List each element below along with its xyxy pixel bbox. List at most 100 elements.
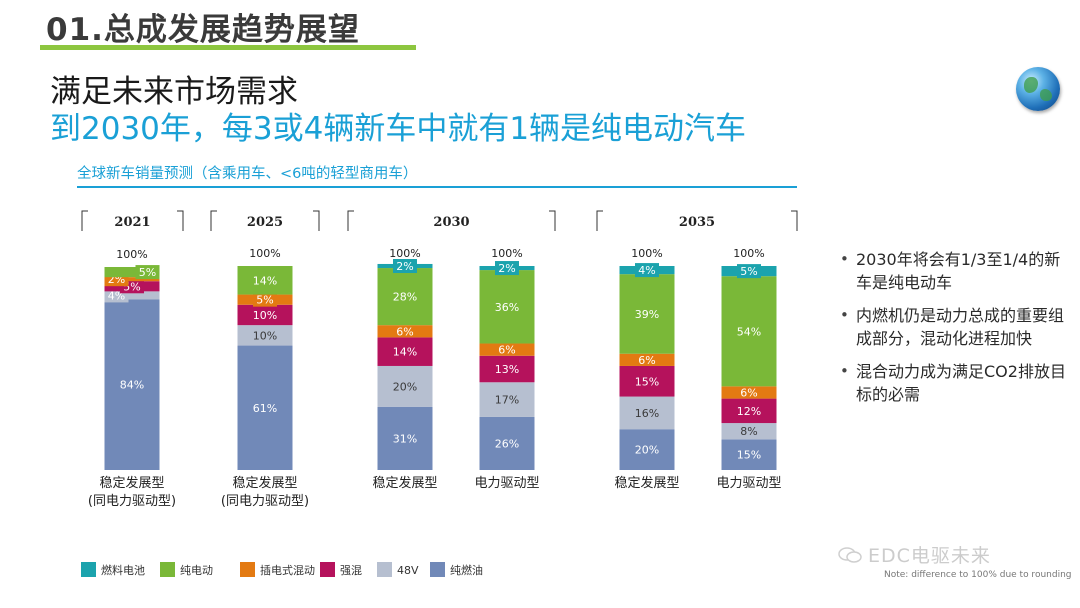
- bar-value-tag: [135, 265, 160, 280]
- bar-value-label: 12%: [737, 405, 761, 418]
- year-bracket-right: [177, 210, 184, 231]
- bar-segment: [104, 267, 160, 278]
- category-label: 电力驱动型: [716, 476, 781, 491]
- bar-value-label: 10%: [253, 309, 277, 322]
- bar-value-label: 20%: [635, 444, 659, 457]
- bar-total-label: 100%: [116, 248, 147, 261]
- year-label: 2030: [433, 215, 469, 230]
- bar-segment: [237, 266, 293, 295]
- bar-value-label: 20%: [393, 380, 417, 393]
- bar-value-label: 5%: [740, 265, 757, 278]
- legend-swatch: [430, 562, 445, 577]
- chart-title-rule: [77, 186, 797, 188]
- year-bracket-left: [596, 210, 603, 231]
- bar-segment: [104, 277, 160, 282]
- bar-value-label: 26%: [495, 437, 519, 450]
- bar-value-label: 17%: [495, 394, 519, 407]
- year-bracket-left: [81, 210, 88, 231]
- bar-value-label: 28%: [393, 291, 417, 304]
- category-label: 稳定发展型: [372, 475, 437, 491]
- legend-swatch: [320, 562, 335, 577]
- year-label: 2025: [247, 215, 283, 230]
- bar-value-tag: [737, 264, 761, 279]
- bar-total-label: 100%: [249, 247, 280, 260]
- bar-value-label: 16%: [635, 407, 659, 420]
- watermark-text: EDC电驱未来: [868, 545, 991, 567]
- bar-value-label: 39%: [635, 308, 659, 321]
- bar-segment: [479, 343, 535, 356]
- bar-value-label: 61%: [253, 402, 277, 415]
- bar-value-tag: [635, 263, 659, 278]
- globe-icon: [1016, 67, 1060, 111]
- bar-value-label: 6%: [638, 354, 655, 367]
- bar-segment: [377, 337, 433, 366]
- headline: 满足未来市场需求: [50, 74, 298, 110]
- bar-segment: [479, 355, 535, 383]
- bar-value-label: 15%: [635, 375, 659, 388]
- bar-value-label: 5%: [139, 266, 156, 279]
- bar-segment: [619, 429, 675, 470]
- bullet-item: 混合动力成为满足CO2排放目标的必需: [838, 360, 1074, 406]
- bar-value-tag: [393, 259, 417, 273]
- bar-segment: [377, 365, 433, 407]
- bar-value-label: 31%: [393, 432, 417, 445]
- bar-value-label: 54%: [737, 325, 761, 338]
- legend-label: 纯燃油: [450, 563, 483, 577]
- year-bracket-left: [210, 210, 217, 231]
- bar-segment: [377, 268, 433, 326]
- year-label: 2035: [679, 215, 715, 230]
- bar-segment: [237, 345, 293, 470]
- bar-value-label: 15%: [737, 449, 761, 462]
- year-bracket-right: [791, 210, 798, 231]
- bar-segment: [104, 299, 160, 470]
- bar-value-tag: [495, 261, 519, 276]
- bar-segment: [721, 398, 777, 424]
- bar-segment: [721, 439, 777, 470]
- category-label: (同电力驱动型): [88, 494, 176, 509]
- bar-total-label: 100%: [389, 247, 420, 260]
- bar-total-label: 100%: [491, 247, 522, 260]
- bar-segment: [104, 291, 160, 300]
- bar-segment: [619, 353, 675, 366]
- bar-value-label: 5%: [256, 294, 273, 307]
- bullet-list: 2030年将会有1/3至1/4的新车是纯电动车 内燃机仍是动力总成的重要组成部分…: [838, 248, 1074, 416]
- legend-swatch: [377, 562, 392, 577]
- bar-segment: [619, 396, 675, 430]
- bullet-item: 内燃机仍是动力总成的重要组成部分，混动化进程加快: [838, 304, 1074, 350]
- bar-value-label: 6%: [498, 344, 515, 357]
- bar-value-label: 13%: [495, 363, 519, 376]
- bar-value-label: 10%: [253, 329, 277, 342]
- bar-segment: [237, 304, 293, 326]
- bar-value-label: 6%: [740, 386, 757, 399]
- category-label: 稳定发展型: [614, 475, 679, 491]
- bar-segment: [479, 416, 535, 470]
- year-bracket-left: [347, 210, 354, 231]
- category-label: 电力驱动型: [474, 476, 539, 491]
- wechat-icon: [838, 547, 862, 563]
- legend-label: 纯电动: [180, 564, 213, 577]
- bar-value-label: 8%: [740, 425, 757, 438]
- legend-label: 燃料电池: [101, 563, 145, 577]
- bar-segment: [619, 365, 675, 397]
- bar-value-tag: [253, 292, 277, 307]
- section-title: 01.总成发展趋势展望: [46, 12, 360, 48]
- bar-segment: [237, 325, 293, 346]
- bar-value-label: 14%: [393, 346, 417, 359]
- bar-value-label: 6%: [396, 325, 413, 338]
- rounding-note: Note: difference to 100% due to rounding: [884, 570, 1072, 580]
- year-bracket-right: [313, 210, 320, 231]
- subheadline: 到2030年，每3或4辆新车中就有1辆是纯电动汽车: [50, 111, 747, 147]
- legend-label: 48V: [397, 564, 419, 577]
- category-label: 稳定发展型: [232, 475, 297, 491]
- category-label: (同电力驱动型): [221, 494, 309, 509]
- bar-segment: [721, 386, 777, 399]
- bar-total-label: 100%: [733, 247, 764, 260]
- watermark: EDC电驱未来: [838, 541, 991, 568]
- bar-segment: [377, 325, 433, 338]
- year-bracket-right: [549, 210, 556, 231]
- legend-swatch: [160, 562, 175, 577]
- bar-value-label: 14%: [253, 274, 277, 287]
- legend-label: 强混: [340, 564, 362, 577]
- legend-label: 插电式混动: [260, 563, 315, 577]
- year-label: 2021: [114, 215, 150, 230]
